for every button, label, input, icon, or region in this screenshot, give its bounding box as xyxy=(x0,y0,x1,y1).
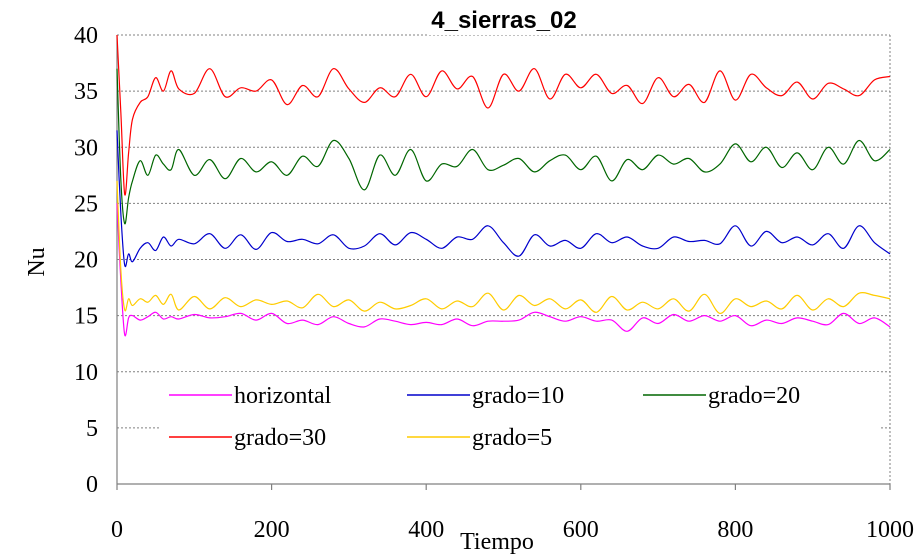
y-tick-label: 10 xyxy=(74,360,98,386)
series-line-1 xyxy=(116,203,891,337)
x-tick-label: 800 xyxy=(717,517,753,543)
legend-label-1: horizontal xyxy=(234,383,332,409)
x-tick-label: 200 xyxy=(254,517,290,543)
y-tick-label: 25 xyxy=(74,191,98,217)
chart-title-group: 4_sierras_02 xyxy=(427,6,581,35)
legend: horizontal grado=10 grado=20 grado=30 grado=… xyxy=(160,372,880,462)
y-tick-label: 0 xyxy=(86,472,98,498)
legend-label-4: grado=30 xyxy=(234,425,326,451)
y-tick-label: 15 xyxy=(74,304,98,330)
legend-label-3: grado=20 xyxy=(708,383,800,409)
y-tick-label: 30 xyxy=(74,135,98,161)
x-tick-label: 600 xyxy=(563,517,599,543)
x-tick-label: 400 xyxy=(408,517,444,543)
legend-background xyxy=(160,372,880,462)
chart-title-background xyxy=(427,6,581,35)
y-tick-label: 20 xyxy=(74,248,98,274)
chart-title: 4_sierras_02 xyxy=(431,7,576,34)
x-tick-label: 1000 xyxy=(866,517,914,543)
series-line-3 xyxy=(116,68,891,225)
x-tick-label: 0 xyxy=(111,517,123,543)
y-axis-title: Nu xyxy=(24,247,50,276)
series-line-5 xyxy=(116,180,891,314)
gridlines xyxy=(117,34,890,429)
series-lines xyxy=(116,34,891,337)
legend-label-2: grado=10 xyxy=(472,383,564,409)
x-axis-title: Tiempo xyxy=(460,529,534,555)
y-tick-label: 35 xyxy=(74,79,98,105)
series-line-4 xyxy=(116,34,891,196)
y-tick-label: 5 xyxy=(86,416,98,442)
y-tick-label: 40 xyxy=(74,23,98,49)
legend-label-5: grado=5 xyxy=(472,425,552,451)
series-line-2 xyxy=(116,130,891,268)
axes xyxy=(116,35,891,490)
